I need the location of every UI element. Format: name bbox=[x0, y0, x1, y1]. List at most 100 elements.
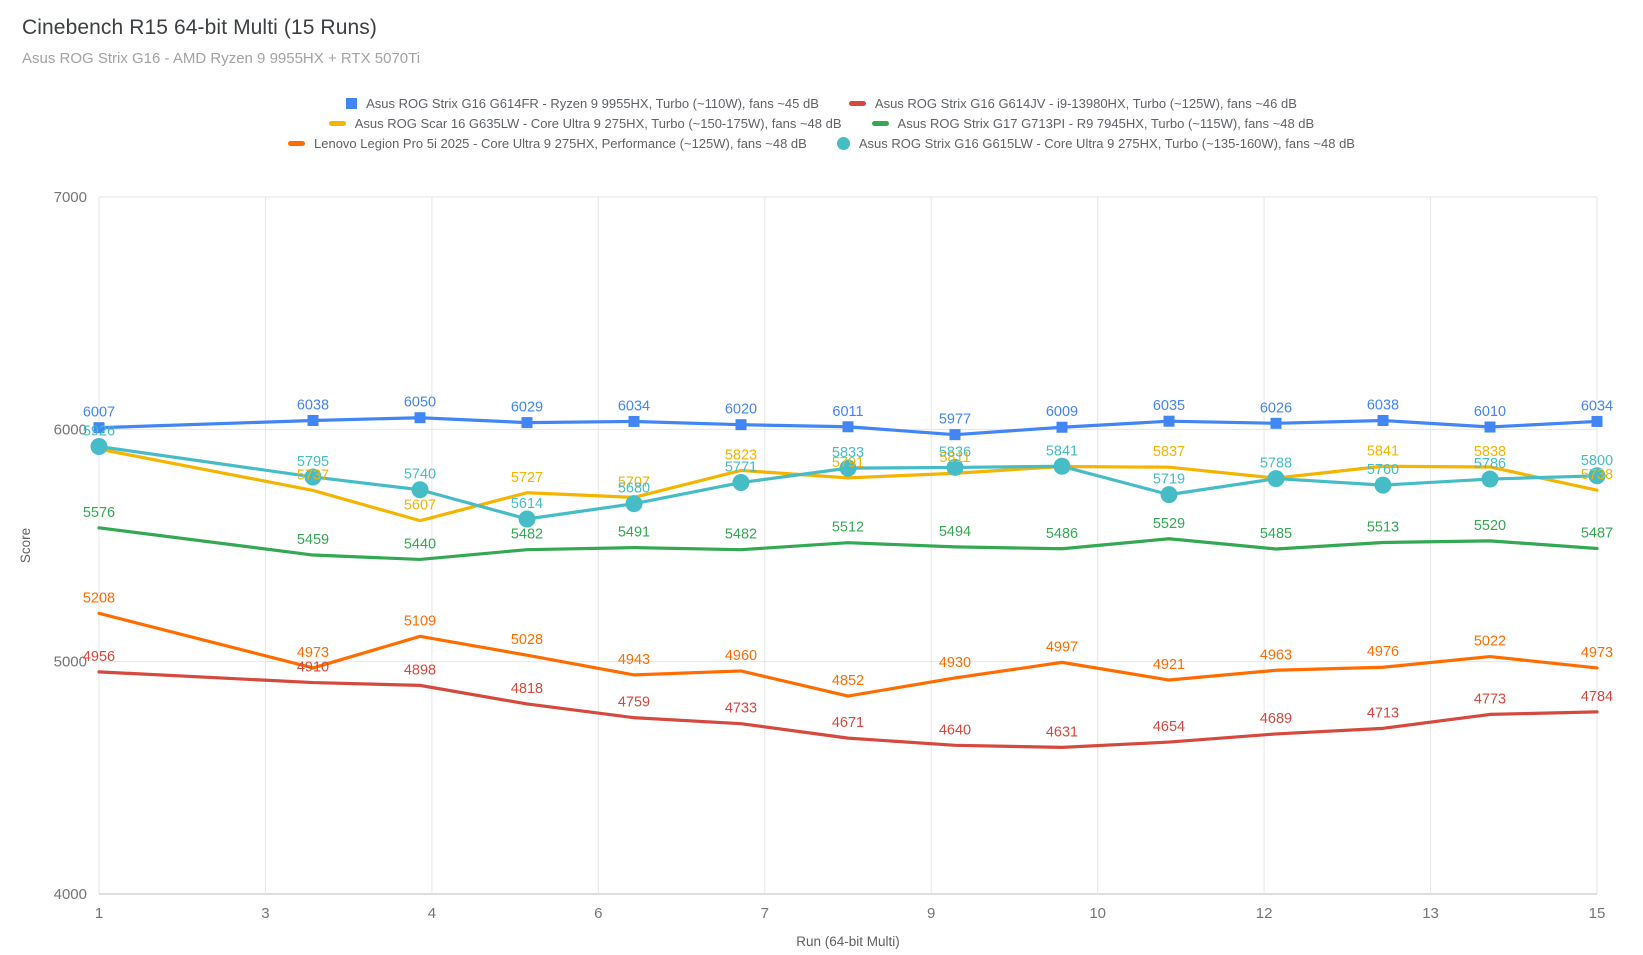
data-label-legion5i: 4973 bbox=[297, 645, 329, 661]
data-label-g614fr: 6029 bbox=[511, 400, 543, 416]
x-tick-label: 7 bbox=[761, 905, 769, 922]
legend-item-g615lw[interactable]: Asus ROG Strix G16 G615LW - Core Ultra 9… bbox=[836, 136, 1355, 151]
data-label-legion5i: 4921 bbox=[1153, 657, 1185, 673]
data-label-g614jv: 4784 bbox=[1581, 689, 1613, 705]
data-point-g614fr[interactable] bbox=[307, 415, 319, 427]
data-point-g614fr[interactable] bbox=[1163, 415, 1175, 427]
data-label-g635lw: 5841 bbox=[1367, 443, 1399, 459]
data-label-g614jv: 4640 bbox=[939, 722, 971, 738]
data-point-g615lw[interactable] bbox=[1267, 470, 1285, 488]
data-point-g615lw[interactable] bbox=[839, 459, 857, 477]
data-point-g615lw[interactable] bbox=[625, 495, 643, 513]
data-label-legion5i: 4960 bbox=[725, 648, 757, 664]
legend-circle-marker-icon bbox=[836, 137, 850, 150]
data-point-g615lw[interactable] bbox=[1588, 467, 1606, 485]
legend-item-label: Asus ROG Strix G16 G614FR - Ryzen 9 9955… bbox=[366, 96, 819, 111]
data-label-g615lw: 5795 bbox=[297, 454, 329, 470]
legend-item-g635lw[interactable]: Asus ROG Scar 16 G635LW - Core Ultra 9 2… bbox=[328, 116, 842, 131]
data-label-g614fr: 6038 bbox=[1367, 398, 1399, 414]
data-point-g614fr[interactable] bbox=[1591, 415, 1603, 427]
series-line-g614jv bbox=[97, 670, 1599, 749]
data-point-g615lw[interactable] bbox=[90, 438, 108, 456]
data-point-g615lw[interactable] bbox=[304, 468, 322, 486]
data-label-g713pi: 5512 bbox=[832, 520, 864, 536]
y-tick-label: 6000 bbox=[54, 421, 87, 438]
data-label-g635lw: 5727 bbox=[511, 470, 543, 486]
data-label-g615lw: 5740 bbox=[404, 467, 436, 483]
legend-item-g614jv[interactable]: Asus ROG Strix G16 G614JV - i9-13980HX, … bbox=[848, 96, 1297, 111]
legend-dash-marker-icon bbox=[848, 101, 866, 106]
data-label-g614jv: 4898 bbox=[404, 662, 436, 678]
data-label-g614jv: 4631 bbox=[1046, 724, 1078, 740]
data-point-g614fr[interactable] bbox=[949, 429, 961, 441]
data-label-g615lw: 5800 bbox=[1581, 453, 1613, 469]
legend-item-g713pi[interactable]: Asus ROG Strix G17 G713PI - R9 7945HX, T… bbox=[871, 116, 1314, 131]
data-point-g614fr[interactable] bbox=[414, 412, 426, 424]
data-point-g615lw[interactable] bbox=[1053, 457, 1071, 475]
data-label-g614jv: 4713 bbox=[1367, 705, 1399, 721]
data-label-g614fr: 6020 bbox=[725, 402, 757, 418]
data-label-legion5i: 4997 bbox=[1046, 639, 1078, 655]
legend-row: Lenovo Legion Pro 5i 2025 - Core Ultra 9… bbox=[288, 136, 1355, 151]
chart-title: Cinebench R15 64-bit Multi (15 Runs) bbox=[22, 16, 377, 39]
data-label-g614fr: 6034 bbox=[618, 398, 650, 414]
data-point-g614fr[interactable] bbox=[735, 419, 747, 431]
data-label-g635lw: 5791 bbox=[832, 455, 864, 471]
data-point-g614fr[interactable] bbox=[1377, 415, 1389, 427]
data-label-g635lw: 5811 bbox=[939, 450, 970, 466]
data-label-legion5i: 4973 bbox=[1581, 645, 1613, 661]
data-label-legion5i: 5208 bbox=[83, 590, 115, 606]
data-point-g614fr[interactable] bbox=[93, 422, 105, 434]
legend: Asus ROG Strix G16 G614FR - Ryzen 9 9955… bbox=[0, 96, 1643, 151]
data-point-g614fr[interactable] bbox=[521, 417, 533, 429]
data-label-g615lw: 5719 bbox=[1153, 472, 1185, 488]
legend-item-label: Lenovo Legion Pro 5i 2025 - Core Ultra 9… bbox=[314, 136, 807, 151]
legend-item-g614fr[interactable]: Asus ROG Strix G16 G614FR - Ryzen 9 9955… bbox=[346, 96, 819, 111]
x-tick-label: 6 bbox=[594, 905, 602, 922]
data-label-g614fr: 6007 bbox=[83, 405, 115, 421]
data-label-g615lw: 5788 bbox=[1260, 456, 1292, 472]
data-label-g614fr: 6010 bbox=[1474, 404, 1506, 420]
legend-row: Asus ROG Strix G16 G614FR - Ryzen 9 9955… bbox=[346, 96, 1297, 111]
legend-item-label: Asus ROG Scar 16 G635LW - Core Ultra 9 2… bbox=[354, 116, 842, 131]
data-label-g614fr: 6050 bbox=[404, 395, 436, 411]
data-point-g615lw[interactable] bbox=[946, 458, 964, 476]
legend-square-marker-icon bbox=[346, 98, 358, 109]
x-tick-label: 9 bbox=[927, 905, 935, 922]
data-label-g713pi: 5576 bbox=[83, 505, 115, 521]
data-point-g615lw[interactable] bbox=[1374, 476, 1392, 494]
data-label-g713pi: 5485 bbox=[1260, 526, 1292, 542]
data-label-g635lw: 5738 bbox=[1581, 467, 1613, 483]
series-line-g615lw bbox=[97, 444, 1599, 521]
y-axis-title: Score bbox=[18, 528, 33, 563]
data-label-g713pi: 5494 bbox=[939, 524, 971, 540]
data-point-g615lw[interactable] bbox=[1160, 486, 1178, 504]
data-point-g614fr[interactable] bbox=[1056, 421, 1068, 433]
x-tick-label: 3 bbox=[261, 905, 269, 922]
data-point-g614fr[interactable] bbox=[628, 415, 640, 427]
data-label-legion5i: 4976 bbox=[1367, 644, 1399, 660]
data-label-g614jv: 4759 bbox=[618, 695, 650, 711]
data-label-g614jv: 4654 bbox=[1153, 719, 1185, 735]
data-point-g615lw[interactable] bbox=[1481, 470, 1499, 488]
data-point-g615lw[interactable] bbox=[518, 510, 536, 528]
data-point-g614fr[interactable] bbox=[1484, 421, 1496, 433]
data-label-g614fr: 6009 bbox=[1046, 404, 1078, 420]
x-axis-title: Run (64-bit Multi) bbox=[796, 934, 900, 949]
data-label-g713pi: 5513 bbox=[1367, 519, 1399, 535]
legend-item-legion5i[interactable]: Lenovo Legion Pro 5i 2025 - Core Ultra 9… bbox=[288, 136, 807, 151]
data-label-g635lw: 5837 bbox=[1153, 444, 1185, 460]
data-point-g615lw[interactable] bbox=[411, 481, 429, 499]
series-line-g614fr bbox=[97, 416, 1599, 437]
data-point-g614fr[interactable] bbox=[1270, 417, 1282, 429]
data-point-g615lw[interactable] bbox=[732, 474, 750, 492]
data-label-g713pi: 5529 bbox=[1153, 516, 1185, 532]
data-label-g713pi: 5491 bbox=[618, 525, 650, 541]
data-label-g615lw: 5771 bbox=[725, 460, 757, 476]
chart-subtitle: Asus ROG Strix G16 - AMD Ryzen 9 9955HX … bbox=[22, 50, 421, 67]
data-label-g615lw: 5833 bbox=[832, 445, 864, 461]
data-point-g614fr[interactable] bbox=[842, 421, 854, 433]
data-label-g713pi: 5482 bbox=[511, 527, 543, 543]
legend-dash-marker-icon bbox=[288, 141, 305, 146]
x-tick-label: 13 bbox=[1422, 905, 1439, 922]
